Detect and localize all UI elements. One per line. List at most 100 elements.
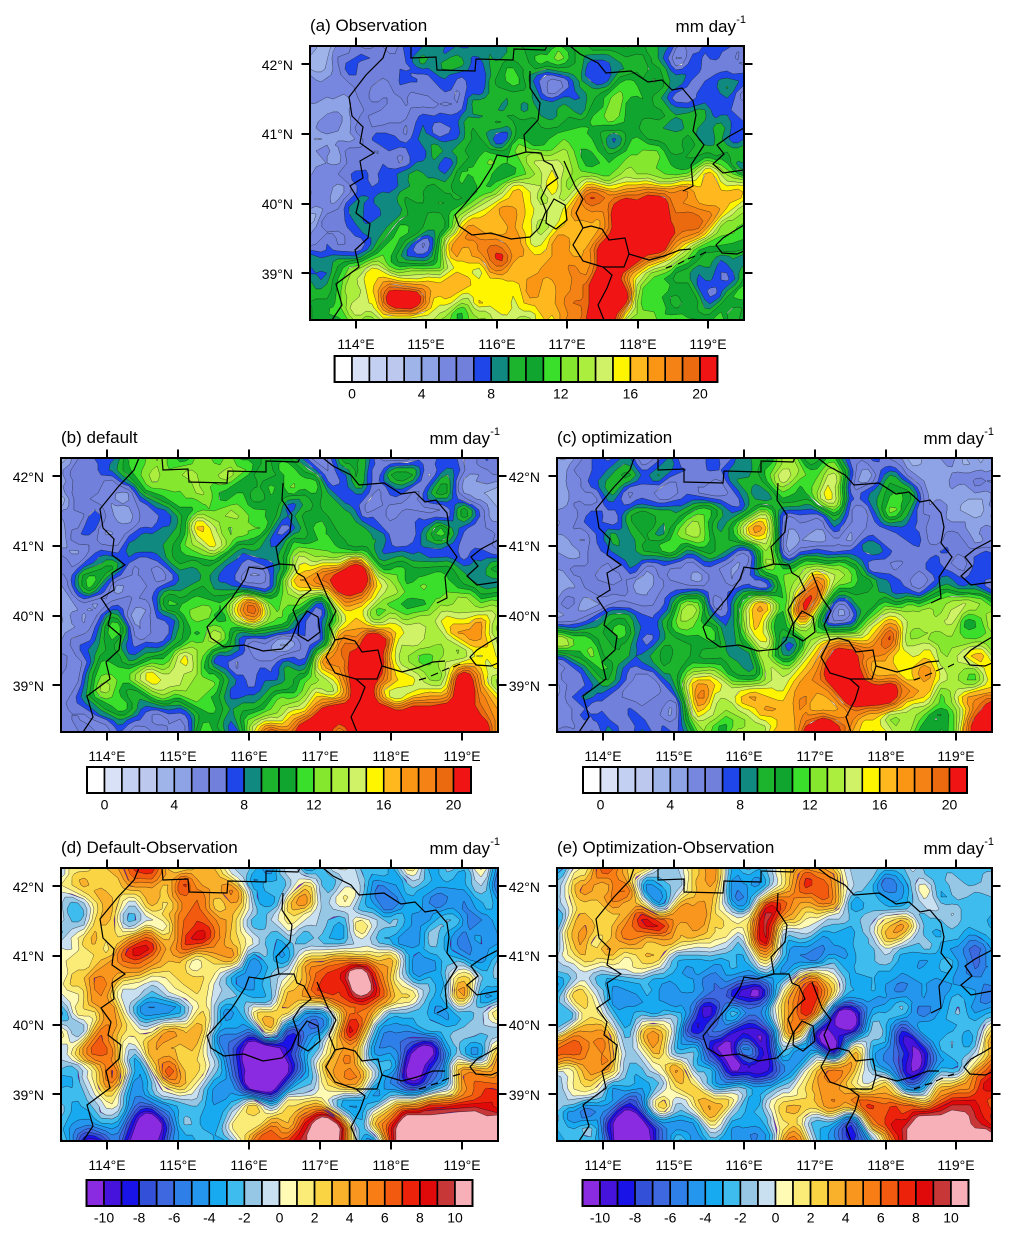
svg-text:114°E: 114°E — [88, 1157, 125, 1173]
svg-text:41°N: 41°N — [509, 538, 540, 554]
svg-text:4: 4 — [346, 1210, 354, 1226]
svg-text:114°E: 114°E — [584, 1157, 621, 1173]
svg-text:12: 12 — [306, 797, 322, 813]
svg-text:4: 4 — [666, 797, 674, 813]
svg-text:39°N: 39°N — [509, 1087, 540, 1103]
svg-text:-1: -1 — [490, 426, 500, 438]
svg-text:8: 8 — [912, 1210, 920, 1226]
svg-text:42°N: 42°N — [262, 57, 293, 73]
svg-text:115°E: 115°E — [159, 748, 196, 764]
svg-text:20: 20 — [446, 797, 462, 813]
svg-text:-10: -10 — [590, 1210, 610, 1226]
svg-text:41°N: 41°N — [509, 948, 540, 964]
svg-text:39°N: 39°N — [13, 678, 44, 694]
svg-text:10: 10 — [943, 1210, 959, 1226]
svg-text:42°N: 42°N — [13, 879, 44, 895]
svg-text:4: 4 — [842, 1210, 850, 1226]
svg-text:116°E: 116°E — [230, 1157, 267, 1173]
svg-text:4: 4 — [170, 797, 178, 813]
svg-text:mm day: mm day — [924, 429, 985, 448]
svg-text:6: 6 — [877, 1210, 885, 1226]
svg-text:118°E: 118°E — [619, 336, 656, 352]
svg-text:(b) default: (b) default — [61, 428, 138, 447]
svg-text:20: 20 — [942, 797, 958, 813]
svg-text:39°N: 39°N — [262, 266, 293, 282]
svg-text:2: 2 — [311, 1210, 319, 1226]
svg-text:118°E: 118°E — [372, 748, 409, 764]
svg-text:41°N: 41°N — [13, 948, 44, 964]
svg-text:-1: -1 — [736, 14, 746, 26]
svg-text:116°E: 116°E — [725, 748, 762, 764]
svg-text:117°E: 117°E — [548, 336, 585, 352]
svg-text:-1: -1 — [984, 426, 994, 438]
svg-text:116°E: 116°E — [230, 748, 267, 764]
svg-text:16: 16 — [376, 797, 392, 813]
svg-text:117°E: 117°E — [301, 1157, 338, 1173]
svg-text:mm day: mm day — [430, 429, 491, 448]
svg-text:116°E: 116°E — [725, 1157, 762, 1173]
svg-text:0: 0 — [101, 797, 109, 813]
svg-text:mm day: mm day — [676, 17, 737, 36]
svg-text:119°E: 119°E — [937, 748, 974, 764]
svg-text:0: 0 — [348, 386, 356, 402]
svg-text:117°E: 117°E — [301, 748, 338, 764]
svg-text:0: 0 — [276, 1210, 284, 1226]
svg-text:40°N: 40°N — [509, 1017, 540, 1033]
svg-text:8: 8 — [736, 797, 744, 813]
svg-text:40°N: 40°N — [262, 196, 293, 212]
svg-text:16: 16 — [623, 386, 639, 402]
svg-text:40°N: 40°N — [13, 1017, 44, 1033]
svg-text:12: 12 — [802, 797, 818, 813]
svg-text:16: 16 — [872, 797, 888, 813]
svg-text:-2: -2 — [734, 1210, 747, 1226]
svg-text:115°E: 115°E — [407, 336, 444, 352]
svg-text:-6: -6 — [664, 1210, 677, 1226]
svg-text:39°N: 39°N — [509, 678, 540, 694]
svg-text:40°N: 40°N — [509, 608, 540, 624]
svg-text:-1: -1 — [490, 836, 500, 848]
svg-text:115°E: 115°E — [159, 1157, 196, 1173]
svg-text:114°E: 114°E — [88, 748, 125, 764]
svg-text:(e) Optimization-Observation: (e) Optimization-Observation — [557, 838, 774, 857]
svg-text:118°E: 118°E — [867, 1157, 904, 1173]
svg-text:119°E: 119°E — [937, 1157, 974, 1173]
svg-text:-10: -10 — [94, 1210, 114, 1226]
svg-text:-4: -4 — [203, 1210, 216, 1226]
svg-text:mm day: mm day — [924, 839, 985, 858]
svg-text:-6: -6 — [168, 1210, 181, 1226]
svg-text:0: 0 — [772, 1210, 780, 1226]
svg-text:20: 20 — [692, 386, 708, 402]
svg-text:42°N: 42°N — [13, 469, 44, 485]
svg-text:(a) Observation: (a) Observation — [310, 16, 427, 35]
svg-text:-1: -1 — [984, 836, 994, 848]
svg-text:39°N: 39°N — [13, 1087, 44, 1103]
svg-text:42°N: 42°N — [509, 879, 540, 895]
svg-text:115°E: 115°E — [655, 748, 692, 764]
svg-text:8: 8 — [487, 386, 495, 402]
svg-text:-2: -2 — [238, 1210, 251, 1226]
svg-text:mm day: mm day — [430, 839, 491, 858]
svg-text:117°E: 117°E — [796, 748, 833, 764]
svg-text:-8: -8 — [133, 1210, 146, 1226]
svg-text:118°E: 118°E — [867, 748, 904, 764]
svg-text:115°E: 115°E — [655, 1157, 692, 1173]
svg-text:10: 10 — [447, 1210, 463, 1226]
svg-text:41°N: 41°N — [13, 538, 44, 554]
svg-text:40°N: 40°N — [13, 608, 44, 624]
svg-text:42°N: 42°N — [509, 469, 540, 485]
svg-text:(d) Default-Observation: (d) Default-Observation — [61, 838, 238, 857]
svg-text:41°N: 41°N — [262, 126, 293, 142]
svg-text:119°E: 119°E — [689, 336, 726, 352]
svg-text:8: 8 — [240, 797, 248, 813]
svg-text:(c) optimization: (c) optimization — [557, 428, 672, 447]
svg-text:2: 2 — [807, 1210, 815, 1226]
svg-text:119°E: 119°E — [443, 748, 480, 764]
svg-text:117°E: 117°E — [796, 1157, 833, 1173]
svg-text:6: 6 — [381, 1210, 389, 1226]
svg-text:116°E: 116°E — [478, 336, 515, 352]
svg-text:-4: -4 — [699, 1210, 712, 1226]
svg-text:4: 4 — [418, 386, 426, 402]
svg-text:12: 12 — [553, 386, 569, 402]
svg-text:0: 0 — [597, 797, 605, 813]
svg-text:-8: -8 — [629, 1210, 642, 1226]
